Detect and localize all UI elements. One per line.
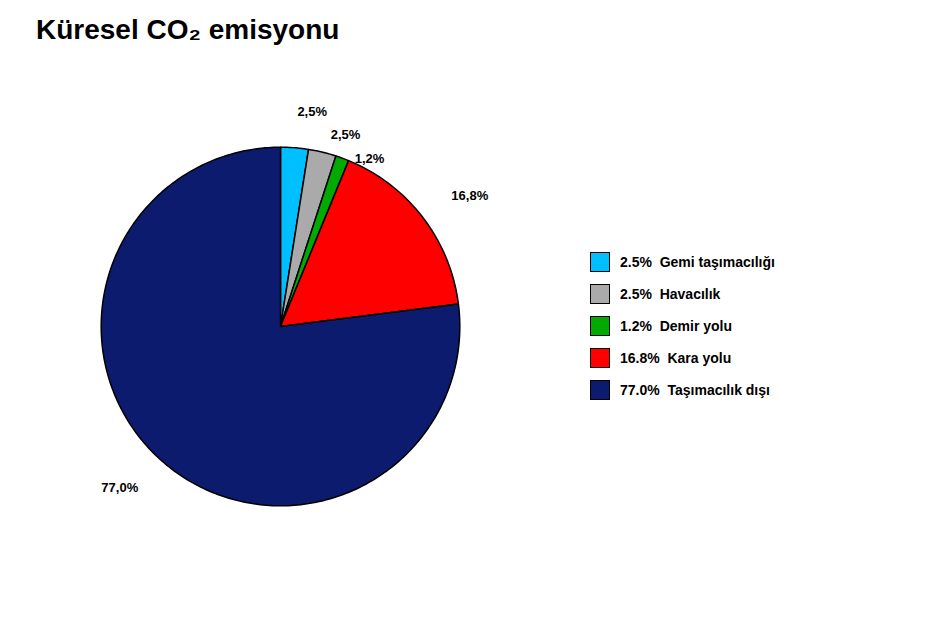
svg-text:2,5%: 2,5% xyxy=(297,104,327,119)
html-text:77.0% Taşımacılık dışı: 77.0% Taşımacılık dışı xyxy=(620,382,770,398)
svg-text:77,0%: 77,0% xyxy=(101,480,138,495)
svg-text:16,8%: 16,8% xyxy=(451,188,488,203)
svg-text:1,2%: 1,2% xyxy=(355,151,385,166)
html-text:16.8% Kara yolu: 16.8% Kara yolu xyxy=(620,350,732,366)
html-text:2.5% Gemi taşımacılığı: 2.5% Gemi taşımacılığı xyxy=(620,254,775,270)
svg-text:2,5%: 2,5% xyxy=(331,127,361,142)
html-text:2.5% Havacılık: 2.5% Havacılık xyxy=(620,286,721,302)
html-text:1.2% Demir yolu: 1.2% Demir yolu xyxy=(620,318,732,334)
html-text:Küresel CO₂ emisyonu: Küresel CO₂ emisyonu xyxy=(36,14,340,45)
